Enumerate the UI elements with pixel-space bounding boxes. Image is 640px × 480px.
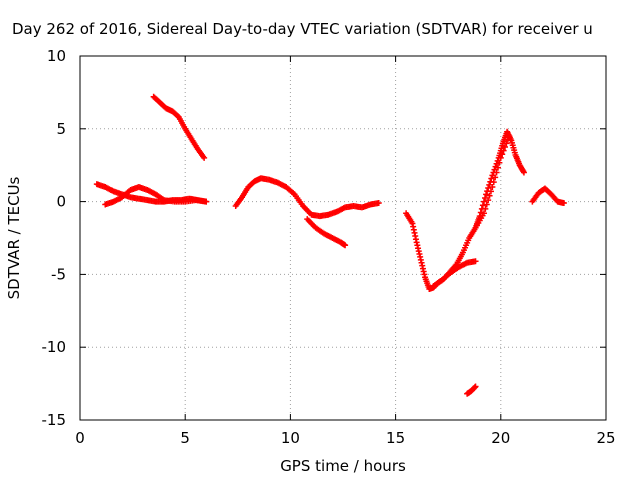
data-point-trace (486, 192, 493, 199)
data-point (203, 198, 210, 205)
x-tick-label: 5 (180, 429, 190, 447)
data-point (375, 200, 382, 207)
data-point-trace (486, 181, 493, 188)
y-tick-label: -15 (42, 411, 67, 429)
x-axis-label: GPS time / hours (280, 457, 406, 475)
data-point (489, 184, 496, 191)
series-7 (430, 258, 479, 290)
series-3 (150, 93, 208, 161)
data-point-trace (482, 205, 489, 212)
y-tick-label: -10 (42, 338, 67, 356)
data-point-trace (493, 160, 500, 167)
data-point-trace (496, 159, 503, 166)
axis-ticks: 0 5 10 15 20 25 -15 -10 -5 0 5 10 (42, 47, 616, 447)
data-point-trace (488, 175, 495, 182)
y-tick-label: -5 (51, 265, 66, 283)
y-tick-label: 0 (56, 193, 66, 211)
data-point (472, 258, 479, 265)
series-8 (472, 133, 513, 231)
data-point (342, 242, 349, 249)
data-point-trace (502, 144, 509, 150)
series-6 (403, 128, 527, 292)
y-tick-label: 5 (56, 120, 66, 138)
y-axis-label: SDTVAR / TECUs (5, 176, 23, 299)
data-point (483, 191, 490, 198)
data-point-trace (485, 185, 492, 192)
x-tick-label: 25 (596, 429, 615, 447)
x-tick-label: 20 (491, 429, 510, 447)
data-point (497, 154, 504, 161)
series-9 (529, 185, 567, 207)
data-point-trace (480, 198, 487, 205)
data-series (93, 93, 567, 397)
data-point-trace (499, 151, 506, 158)
data-point (506, 133, 513, 140)
series-5 (304, 216, 349, 249)
series-2 (102, 184, 210, 208)
data-point-trace (500, 147, 507, 154)
y-tick-label: 10 (47, 47, 66, 65)
chart-title: Day 262 of 2016, Sidereal Day-to-day VTE… (12, 20, 593, 38)
data-point-trace (483, 201, 490, 208)
grid (80, 56, 606, 420)
data-point-trace (493, 169, 500, 176)
series-4 (232, 175, 382, 220)
data-point (201, 154, 208, 161)
series-10 (464, 383, 479, 397)
data-point (472, 383, 479, 390)
data-point-trace (482, 194, 489, 201)
data-point-trace (487, 188, 494, 195)
x-tick-label: 0 (75, 429, 85, 447)
x-tick-label: 10 (281, 429, 300, 447)
data-point-trace (503, 140, 510, 147)
data-point (560, 200, 567, 207)
data-point-trace (504, 136, 511, 143)
data-point-trace (492, 174, 499, 181)
data-point (520, 169, 527, 176)
x-tick-label: 15 (386, 429, 405, 447)
plot-frame (79, 55, 607, 421)
data-point (480, 210, 487, 217)
data-point-trace (490, 179, 497, 186)
data-point-trace (485, 197, 492, 204)
data-point-trace (494, 164, 501, 171)
